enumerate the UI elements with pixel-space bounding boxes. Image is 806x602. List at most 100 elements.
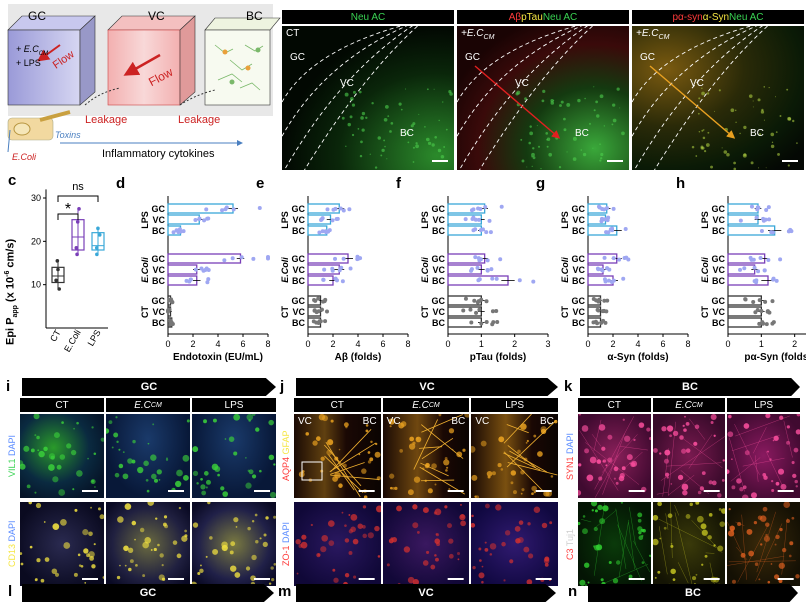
b-image-2: +E.CCM GC VC BC <box>457 26 629 170</box>
g-point <box>597 205 601 209</box>
e-row-label: VC <box>292 265 305 275</box>
b-signal-dot <box>621 132 625 136</box>
micrograph-cell <box>729 508 731 510</box>
micrograph-cell <box>473 566 476 569</box>
neurite <box>689 419 705 440</box>
micrograph-cell <box>148 443 150 445</box>
micrograph-cell <box>499 436 505 442</box>
f-point <box>489 267 493 271</box>
f-row-label: BC <box>432 318 445 328</box>
b-signal-dot <box>788 164 790 166</box>
neurite <box>729 561 796 562</box>
h-bar <box>728 215 758 224</box>
f-point <box>491 309 495 313</box>
b-signal-dot <box>771 145 774 148</box>
micrograph-cell <box>84 582 86 584</box>
micrograph-cell <box>637 512 642 517</box>
h-point <box>765 322 769 326</box>
neurite <box>659 526 667 574</box>
micrograph-cell <box>505 530 510 535</box>
panel-i-micrograph <box>106 502 190 586</box>
b-signal-dot <box>751 161 754 164</box>
micrograph-cell <box>591 502 597 506</box>
micrograph-cell <box>622 466 626 470</box>
micrograph-cell <box>624 436 630 442</box>
micrograph-cell <box>245 457 247 459</box>
panel-j-micrograph: VC BC <box>383 414 470 498</box>
micrograph-svg <box>192 414 276 498</box>
b-signal-dot <box>763 86 765 88</box>
micrograph-cell <box>629 575 633 579</box>
h-point <box>749 256 753 260</box>
d-row-label: BC <box>152 276 165 286</box>
micrograph-cell <box>796 485 798 487</box>
b-title-part: pTau <box>521 12 543 23</box>
micrograph-cell <box>135 564 138 567</box>
e-point <box>320 308 324 312</box>
micrograph-cell <box>142 542 149 549</box>
micrograph-cell <box>109 420 113 424</box>
b-signal-dot <box>600 157 602 159</box>
micrograph-cell <box>248 419 251 422</box>
b-signal-dot <box>739 133 740 134</box>
g-point <box>610 228 614 232</box>
micrograph-cell <box>370 441 372 443</box>
micrograph-cell <box>673 431 678 436</box>
micrograph-cell <box>792 461 795 464</box>
micrograph-cell <box>353 539 359 545</box>
micrograph-cell <box>234 572 240 578</box>
micrograph-cell <box>692 576 696 580</box>
h-point <box>738 268 742 272</box>
row-label-part: GFAP <box>281 431 291 458</box>
b-region-bc: BC <box>750 128 764 139</box>
f-row-label: BC <box>432 226 445 236</box>
panel-j-micrograph: VC BC <box>294 414 381 498</box>
micrograph-cell <box>670 543 672 545</box>
b-signal-dot <box>524 97 527 100</box>
panel-k-row-label: SYN1 DAPI <box>565 414 576 498</box>
panel-k-col-header: LPS <box>727 398 800 412</box>
neurite <box>743 458 785 466</box>
micrograph-cell <box>501 468 504 471</box>
micrograph-cell <box>766 534 769 537</box>
b-region-gc: GC <box>640 52 655 63</box>
panel-i-banner: GC <box>22 378 276 396</box>
h-row-label: GC <box>712 254 726 264</box>
b-signal-dot <box>399 103 402 106</box>
micrograph-cell <box>339 449 341 451</box>
micrograph-cell <box>475 496 477 498</box>
b-signal-dot <box>749 94 753 98</box>
d-row-label: GC <box>152 296 166 306</box>
micrograph-cell <box>776 482 780 486</box>
f-group-label: LPS <box>420 211 430 229</box>
b-signal-dot <box>424 126 426 128</box>
micrograph-cell <box>495 504 501 510</box>
d-row-label: BC <box>152 318 165 328</box>
g-point <box>603 321 607 325</box>
b-signal-dot <box>538 146 540 148</box>
h-row-label: BC <box>712 226 725 236</box>
b-signal-dot <box>542 100 545 103</box>
b-signal-dot <box>743 154 747 158</box>
micrograph-cell <box>184 534 187 537</box>
micrograph-cell <box>521 493 523 495</box>
b-title-part: α-Syn <box>703 12 729 23</box>
micrograph-cell <box>187 419 190 422</box>
b-signal-dot <box>735 122 736 123</box>
micrograph-cell <box>786 519 790 523</box>
b-signal-dot <box>448 90 451 93</box>
micrograph-cell <box>349 529 353 533</box>
e-point <box>321 216 325 220</box>
d-point <box>172 230 176 234</box>
micrograph-cell <box>664 450 670 456</box>
b-signal-dot <box>547 137 550 140</box>
micrograph-cell <box>200 484 205 489</box>
neurite <box>691 520 722 553</box>
micrograph-svg <box>578 414 651 498</box>
astrocyte-process <box>422 438 453 459</box>
micrograph-cell <box>255 540 258 543</box>
b-signal-dot <box>733 162 736 165</box>
d-x-tick-label: 4 <box>215 339 220 349</box>
micrograph-cell <box>579 414 582 415</box>
row-label-part: Tuj1 <box>565 528 575 548</box>
